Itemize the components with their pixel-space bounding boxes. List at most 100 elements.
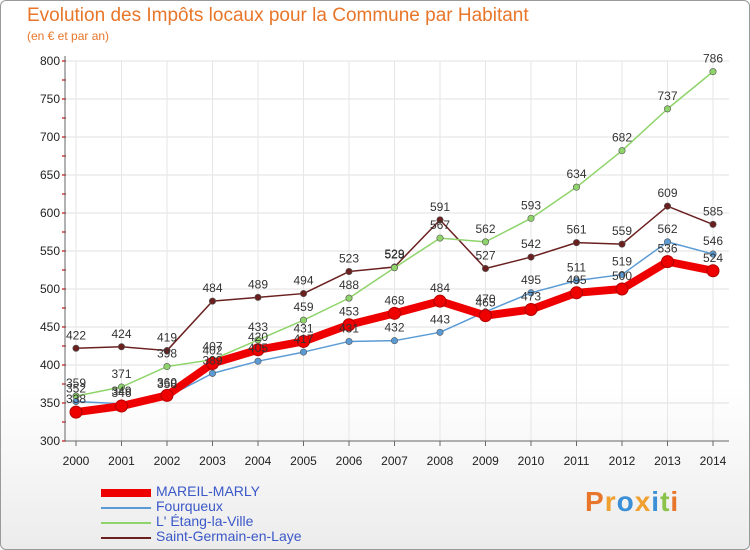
value-label-mareil-marly: 468: [384, 293, 404, 307]
value-label-fourqueux: 417: [293, 332, 313, 346]
value-label-fourqueux: 405: [248, 341, 268, 355]
point-l-tang-la-ville: [299, 316, 307, 324]
point-mareil-marly: [479, 309, 492, 323]
brand-letter: t: [660, 486, 671, 517]
y-tick-label: 400: [40, 358, 60, 372]
value-label-saint-germain-en-laye: 419: [157, 331, 177, 345]
value-label-mareil-marly: 524: [703, 251, 723, 265]
value-label-l-tang-la-ville: 528: [384, 248, 404, 262]
legend-item-saint-germain-en-laye: Saint-Germain-en-Laye: [101, 528, 401, 545]
value-label-l-tang-la-ville: 488: [339, 278, 359, 292]
value-label-l-tang-la-ville: 634: [566, 167, 586, 181]
chart-title: Evolution des Impôts locaux pour la Comm…: [27, 5, 529, 26]
legend-item-fourqueux: Fourqueux: [101, 498, 401, 515]
point-l-tang-la-ville: [254, 336, 262, 344]
value-label-saint-germain-en-laye: 489: [248, 277, 268, 291]
point-mareil-marly: [251, 343, 265, 357]
point-mareil-marly: [297, 334, 310, 348]
value-label-mareil-marly: 465: [475, 296, 495, 310]
point-saint-germain-en-laye: [299, 290, 307, 298]
value-label-l-tang-la-ville: 567: [430, 218, 450, 232]
point-saint-germain-en-laye: [209, 297, 217, 305]
x-tick-label: 2013: [654, 454, 681, 468]
point-fourqueux: [618, 271, 626, 279]
point-l-tang-la-ville: [709, 68, 717, 76]
value-label-l-tang-la-ville: 682: [612, 131, 632, 145]
point-mareil-marly: [524, 303, 538, 317]
value-label-saint-germain-en-laye: 484: [202, 281, 222, 295]
value-label-fourqueux: 349: [111, 384, 131, 398]
x-tick-label: 2014: [700, 454, 727, 468]
x-tick-label: 2012: [609, 454, 636, 468]
point-fourqueux: [390, 337, 398, 345]
value-label-fourqueux: 443: [430, 312, 450, 326]
y-tick-label: 800: [40, 54, 60, 68]
point-saint-germain-en-laye: [436, 216, 444, 224]
point-fourqueux: [299, 348, 307, 356]
point-l-tang-la-ville: [527, 214, 535, 222]
value-label-saint-germain-en-laye: 523: [339, 252, 359, 266]
point-mareil-marly: [160, 388, 174, 402]
point-fourqueux: [663, 238, 671, 246]
legend-swatch-saint-germain-en-laye: [101, 537, 151, 539]
brand-letter: i: [651, 486, 661, 517]
brand-letter: i: [670, 486, 680, 517]
point-saint-germain-en-laye: [118, 343, 126, 351]
point-saint-germain-en-laye: [345, 268, 353, 276]
legend-label-etang-la-ville: L' Étang-la-Ville: [156, 513, 254, 529]
value-label-saint-germain-en-laye: 591: [430, 200, 450, 214]
value-label-saint-germain-en-laye: 559: [612, 224, 632, 238]
value-label-l-tang-la-ville: 786: [703, 52, 723, 66]
value-label-saint-germain-en-laye: 527: [475, 248, 495, 262]
point-saint-germain-en-laye: [254, 293, 262, 301]
point-mareil-marly: [615, 282, 629, 296]
point-saint-germain-en-laye: [709, 220, 717, 228]
value-label-fourqueux: 511: [567, 261, 586, 275]
value-label-l-tang-la-ville: 371: [111, 367, 131, 381]
value-label-mareil-marly: 484: [430, 281, 450, 295]
point-l-tang-la-ville: [481, 238, 489, 246]
x-tick-label: 2010: [518, 454, 545, 468]
value-label-mareil-marly: 402: [202, 343, 222, 357]
value-label-saint-germain-en-laye: 609: [657, 186, 677, 200]
chart-subtitle: (en € et par an): [27, 29, 110, 43]
brand-logo: Proxiti: [585, 486, 679, 518]
point-fourqueux: [572, 277, 580, 285]
legend-label-mareil-marly: MAREIL-MARLY: [156, 483, 260, 499]
y-tick-label: 650: [40, 168, 60, 182]
point-l-tang-la-ville: [436, 234, 444, 242]
value-label-fourqueux: 358: [157, 377, 177, 391]
x-tick-label: 2005: [290, 454, 317, 468]
x-tick-label: 2008: [427, 454, 454, 468]
value-label-mareil-marly: 453: [339, 305, 359, 319]
x-tick-label: 2006: [336, 454, 363, 468]
axes: 300 350 400 450 500 550 600 650 700 750 800 2000 200…: [40, 54, 729, 468]
brand-letter: r: [604, 486, 617, 517]
y-tick-label: 500: [40, 282, 60, 296]
y-tick-label: 750: [40, 92, 60, 106]
point-fourqueux: [254, 357, 262, 365]
legend-label-saint-germain-en-laye: Saint-Germain-en-Laye: [156, 528, 302, 544]
value-label-fourqueux: 389: [202, 353, 222, 367]
legend: MAREIL-MARLY Fourqueux L' Étang-la-Ville…: [101, 483, 401, 545]
value-label-mareil-marly: 338: [66, 392, 86, 406]
x-tick-label: 2009: [472, 454, 499, 468]
value-label-mareil-marly: 431: [293, 321, 313, 335]
y-tick-label: 600: [40, 206, 60, 220]
legend-swatch-etang-la-ville: [101, 522, 151, 524]
point-mareil-marly: [661, 255, 674, 269]
value-label-fourqueux: 470: [475, 292, 495, 306]
value-label-mareil-marly: 500: [612, 269, 632, 283]
value-label-saint-germain-en-laye: 422: [66, 328, 86, 342]
point-mareil-marly: [388, 306, 401, 320]
value-label-l-tang-la-ville: 593: [521, 198, 541, 212]
brand-letter: x: [634, 486, 652, 517]
value-label-saint-germain-en-laye: 542: [521, 237, 541, 251]
point-mareil-marly: [433, 294, 447, 308]
legend-swatch-mareil-marly: [101, 489, 151, 497]
brand-letter: o: [616, 486, 635, 517]
value-label-l-tang-la-ville: 359: [66, 376, 86, 390]
